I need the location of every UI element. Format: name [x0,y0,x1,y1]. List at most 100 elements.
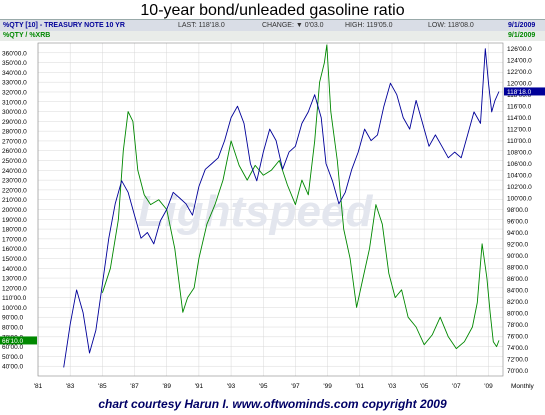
right-tick-label: 70'00.0 [507,368,529,375]
right-tick-label: 92'00.0 [507,241,529,248]
ratio-series-line [101,44,500,350]
left-tick-label: 40'00.0 [2,364,24,371]
right-tick-label: 98'00.0 [507,207,529,214]
ratio-last-value-label: 66'10.0 [2,338,24,345]
last-value-badges: 66'10.0 118'18.0 [0,87,545,345]
right-tick-label: 96'00.0 [507,218,529,225]
x-axis: '81 '83 '85 '87 '89 '91 '93 '95 '97 '99 '01 '03 '05 '… [34,383,535,390]
bond-symbol-label: %QTY [10] - TREASURY NOTE 10 YR [3,22,125,29]
right-axis: 126'00.0 124'00.0 122'00.0 120'00.0 118'00.0… [507,46,532,375]
header-date: 9/1/2009 [508,22,536,29]
left-tick-label: 200'00.0 [2,207,27,214]
right-tick-label: 110'00.0 [507,138,532,145]
x-tick-label: '91 [195,383,204,390]
right-tick-label: 90'00.0 [507,253,529,260]
x-tick-label: '99 [323,383,332,390]
x-tick-label: '01 [356,383,365,390]
left-tick-label: 210'00.0 [2,197,27,204]
ratio-header-bar: %QTY / %XRB 9/1/2009 [0,31,545,41]
left-tick-label: 90'00.0 [2,315,24,322]
bond-series-line [63,48,500,368]
x-tick-label: '09 [484,383,493,390]
left-tick-label: 310'00.0 [2,99,27,106]
left-tick-label: 130'00.0 [2,276,27,283]
right-tick-label: 86'00.0 [507,276,529,283]
right-tick-label: 82'00.0 [507,299,529,306]
left-tick-label: 230'00.0 [2,178,27,185]
right-tick-label: 104'00.0 [507,173,532,180]
x-frequency-label: Monthly [511,383,535,390]
right-tick-label: 80'00.0 [507,310,529,317]
series-lines [63,44,500,368]
plot-background [0,41,545,382]
bond-header-bar: %QTY [10] - TREASURY NOTE 10 YR LAST: 11… [0,19,545,31]
left-tick-label: 190'00.0 [2,217,27,224]
left-axis: 360'00.0 350'00.0 340'00.0 330'00.0 320'00.0… [2,50,27,370]
left-tick-label: 280'00.0 [2,129,27,136]
chart-title: 10-year bond/unleaded gasoline ratio [140,2,405,19]
left-tick-label: 240'00.0 [2,168,27,175]
left-tick-label: 140'00.0 [2,266,27,273]
bond-last-value-label: 118'18.0 [507,89,532,96]
x-tick-label: '97 [291,383,300,390]
left-tick-label: 350'00.0 [2,60,27,67]
x-tick-label: '03 [388,383,397,390]
plot-area [37,42,504,377]
high-label: HIGH: 119'05.0 [345,22,393,29]
ratio-header-date: 9/1/2009 [508,32,536,39]
left-tick-label: 50'00.0 [2,354,24,361]
right-tick-label: 108'00.0 [507,150,532,157]
right-tick-label: 102'00.0 [507,184,532,191]
x-tick-label: '05 [420,383,429,390]
left-tick-label: 60'00.0 [2,344,24,351]
x-tick-label: '83 [66,383,75,390]
left-tick-label: 270'00.0 [2,138,27,145]
left-tick-label: 250'00.0 [2,158,27,165]
grid-lines [37,43,503,376]
left-tick-label: 320'00.0 [2,89,27,96]
left-tick-label: 360'00.0 [2,50,27,57]
right-tick-label: 114'00.0 [507,115,532,122]
left-tick-label: 340'00.0 [2,70,27,77]
left-tick-label: 180'00.0 [2,227,27,234]
right-tick-label: 122'00.0 [507,69,532,76]
left-tick-label: 150'00.0 [2,256,27,263]
right-tick-label: 124'00.0 [507,58,532,65]
x-tick-label: '85 [98,383,107,390]
x-tick-label: '95 [259,383,268,390]
x-tick-label: '81 [34,383,43,390]
left-tick-label: 100'00.0 [2,305,27,312]
right-tick-label: 74'00.0 [507,345,529,352]
plot-border [37,42,504,377]
x-tick-label: '89 [162,383,171,390]
x-tick-label: '87 [130,383,139,390]
right-tick-label: 94'00.0 [507,230,529,237]
x-tick-label: '93 [227,383,236,390]
change-label: CHANGE: ▼ 0'03.0 [262,22,324,29]
left-tick-label: 170'00.0 [2,236,27,243]
low-label: LOW: 118'08.0 [428,22,474,29]
left-tick-label: 300'00.0 [2,109,27,116]
right-tick-label: 112'00.0 [507,127,532,134]
right-tick-label: 78'00.0 [507,322,529,329]
left-tick-label: 220'00.0 [2,187,27,194]
ratio-last-value-badge [0,336,37,345]
right-tick-label: 100'00.0 [507,196,532,203]
right-tick-label: 76'00.0 [507,333,529,340]
left-tick-label: 290'00.0 [2,119,27,126]
left-tick-label: 160'00.0 [2,246,27,253]
bond-last-value-badge [504,87,545,96]
ratio-symbol-label: %QTY / %XRB [3,32,51,39]
right-tick-label: 72'00.0 [507,356,529,363]
last-price-label: LAST: 118'18.0 [178,22,225,29]
chart-credit: chart courtesy Harun I. www.oftwominds.c… [98,397,447,411]
left-tick-label: 80'00.0 [2,325,24,332]
right-tick-label: 106'00.0 [507,161,532,168]
watermark: Lightspeed [138,187,374,236]
chart-canvas: Lightspeed 360'00.0 350'00.0 340'00.0 330'0… [0,41,545,390]
left-tick-label: 330'00.0 [2,80,27,87]
left-tick-label: 260'00.0 [2,148,27,155]
right-tick-label: 126'00.0 [507,46,532,53]
right-tick-label: 116'00.0 [507,104,532,111]
right-tick-label: 118'00.0 [507,92,532,99]
